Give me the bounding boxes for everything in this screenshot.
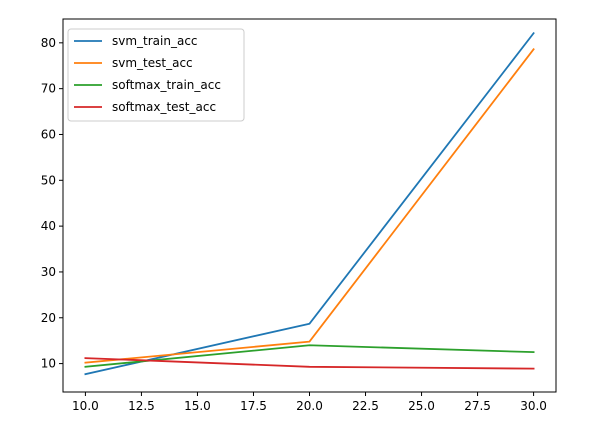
y-tick-label: 20 bbox=[41, 311, 56, 325]
y-tick-label: 80 bbox=[41, 36, 56, 50]
x-tick-label: 22.5 bbox=[352, 399, 379, 413]
x-tick-label: 17.5 bbox=[240, 399, 267, 413]
x-tick-label: 25.0 bbox=[408, 399, 435, 413]
series-line-softmax-train-acc bbox=[84, 344, 535, 368]
x-tick-label: 12.5 bbox=[128, 399, 155, 413]
y-axis: 10 20 30 40 50 60 70 80 bbox=[41, 36, 63, 371]
legend-label-softmax-train-acc: softmax_train_acc bbox=[112, 78, 221, 92]
series-line-softmax-test-acc bbox=[84, 357, 535, 370]
legend: svm_train_acc svm_test_acc softmax_train_a… bbox=[67, 28, 245, 122]
x-tick-label: 10.0 bbox=[72, 399, 99, 413]
legend-label-softmax-test-acc: softmax_test_acc bbox=[112, 100, 216, 114]
series-line-svm-train-acc bbox=[84, 31, 535, 376]
y-tick-label: 70 bbox=[41, 82, 56, 96]
legend-label-svm-train-acc: svm_train_acc bbox=[112, 34, 198, 48]
x-tick-label: 30.0 bbox=[520, 399, 547, 413]
legend-box bbox=[67, 28, 245, 122]
y-tick-label: 40 bbox=[41, 219, 56, 233]
y-tick-label: 30 bbox=[41, 265, 56, 279]
y-tick-label: 10 bbox=[41, 357, 56, 371]
x-tick-label: 27.5 bbox=[464, 399, 491, 413]
x-tick-label: 20.0 bbox=[296, 399, 323, 413]
y-tick-label: 50 bbox=[41, 173, 56, 187]
y-tick-label: 60 bbox=[41, 127, 56, 141]
x-axis: 10.0 12.5 15.0 17.5 20.0 22.5 25.0 27.5 30.0 bbox=[72, 392, 547, 413]
x-tick-label: 15.0 bbox=[184, 399, 211, 413]
series-layer bbox=[84, 31, 535, 376]
legend-label-svm-test-acc: svm_test_acc bbox=[112, 56, 193, 70]
series-line-svm-test-acc bbox=[84, 47, 535, 364]
